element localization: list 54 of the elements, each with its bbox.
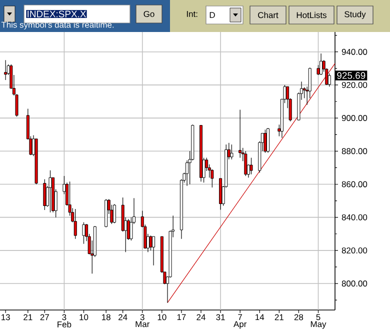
text: This symbol's data is realtime. bbox=[1, 22, 114, 30]
x-tick-label: 18 bbox=[102, 314, 110, 320]
x-tick-label: 17 bbox=[177, 314, 186, 320]
text: Apr bbox=[234, 321, 247, 329]
text: Feb bbox=[58, 321, 72, 328]
text: HotLists bbox=[296, 12, 326, 18]
x-tick-label: 24 bbox=[196, 314, 206, 320]
text: Chart bbox=[258, 12, 278, 18]
x-tick-label: 28 bbox=[294, 314, 304, 320]
candlestick bbox=[152, 236, 156, 266]
x-tick-label: 31 bbox=[216, 314, 225, 320]
x-tick-label: 5 bbox=[316, 314, 320, 320]
text: Int: bbox=[186, 11, 198, 17]
x-tick-label: 7 bbox=[238, 314, 242, 320]
candlestick bbox=[320, 53, 323, 76]
candlestick bbox=[48, 170, 52, 213]
candlestick bbox=[149, 235, 152, 251]
y-tick-label: 800.00 bbox=[342, 280, 368, 287]
x-tick-label: 10 bbox=[80, 314, 88, 320]
candlestick bbox=[244, 150, 248, 176]
candlestick bbox=[264, 129, 267, 154]
x-tick-label: 10 bbox=[158, 314, 166, 320]
text: INDEX:SPX.X bbox=[28, 10, 86, 18]
x-tick-label: 24 bbox=[118, 314, 128, 320]
candlestick bbox=[266, 128, 270, 154]
x-tick-label: 21 bbox=[274, 314, 284, 320]
candlestick bbox=[74, 208, 77, 240]
y-tick-label: 880.00 bbox=[342, 148, 368, 154]
y-tick-label: 820.00 bbox=[342, 247, 368, 254]
candlestick bbox=[250, 157, 253, 175]
y-tick-label: 840.00 bbox=[342, 214, 368, 220]
y-tick-label: 900.00 bbox=[342, 115, 368, 122]
y-tick-label: 920.00 bbox=[342, 82, 368, 88]
text: Mar bbox=[136, 321, 150, 328]
candlestick bbox=[230, 144, 234, 160]
candlestick bbox=[82, 222, 86, 244]
x-tick-label: 13 bbox=[2, 314, 10, 320]
candlestick bbox=[316, 64, 320, 76]
text: D bbox=[210, 12, 215, 18]
text: May bbox=[310, 321, 326, 329]
x-tick-label: 3 bbox=[62, 314, 66, 320]
text: Study bbox=[344, 11, 366, 19]
x-tick-label: 3 bbox=[140, 314, 144, 320]
candlestick bbox=[43, 178, 46, 210]
candlestick bbox=[238, 109, 242, 158]
candlestick bbox=[112, 204, 116, 224]
candlestick bbox=[4, 60, 8, 80]
y-tick-label: 860.00 bbox=[342, 181, 368, 188]
x-tick-label: 14 bbox=[256, 314, 264, 320]
x-tick-label: 21 bbox=[24, 314, 32, 320]
x-tick-label: 27 bbox=[40, 314, 49, 320]
y-tick-label: 940.00 bbox=[342, 48, 368, 55]
text: Go bbox=[144, 11, 154, 17]
annotation: 925.69 bbox=[337, 72, 366, 79]
